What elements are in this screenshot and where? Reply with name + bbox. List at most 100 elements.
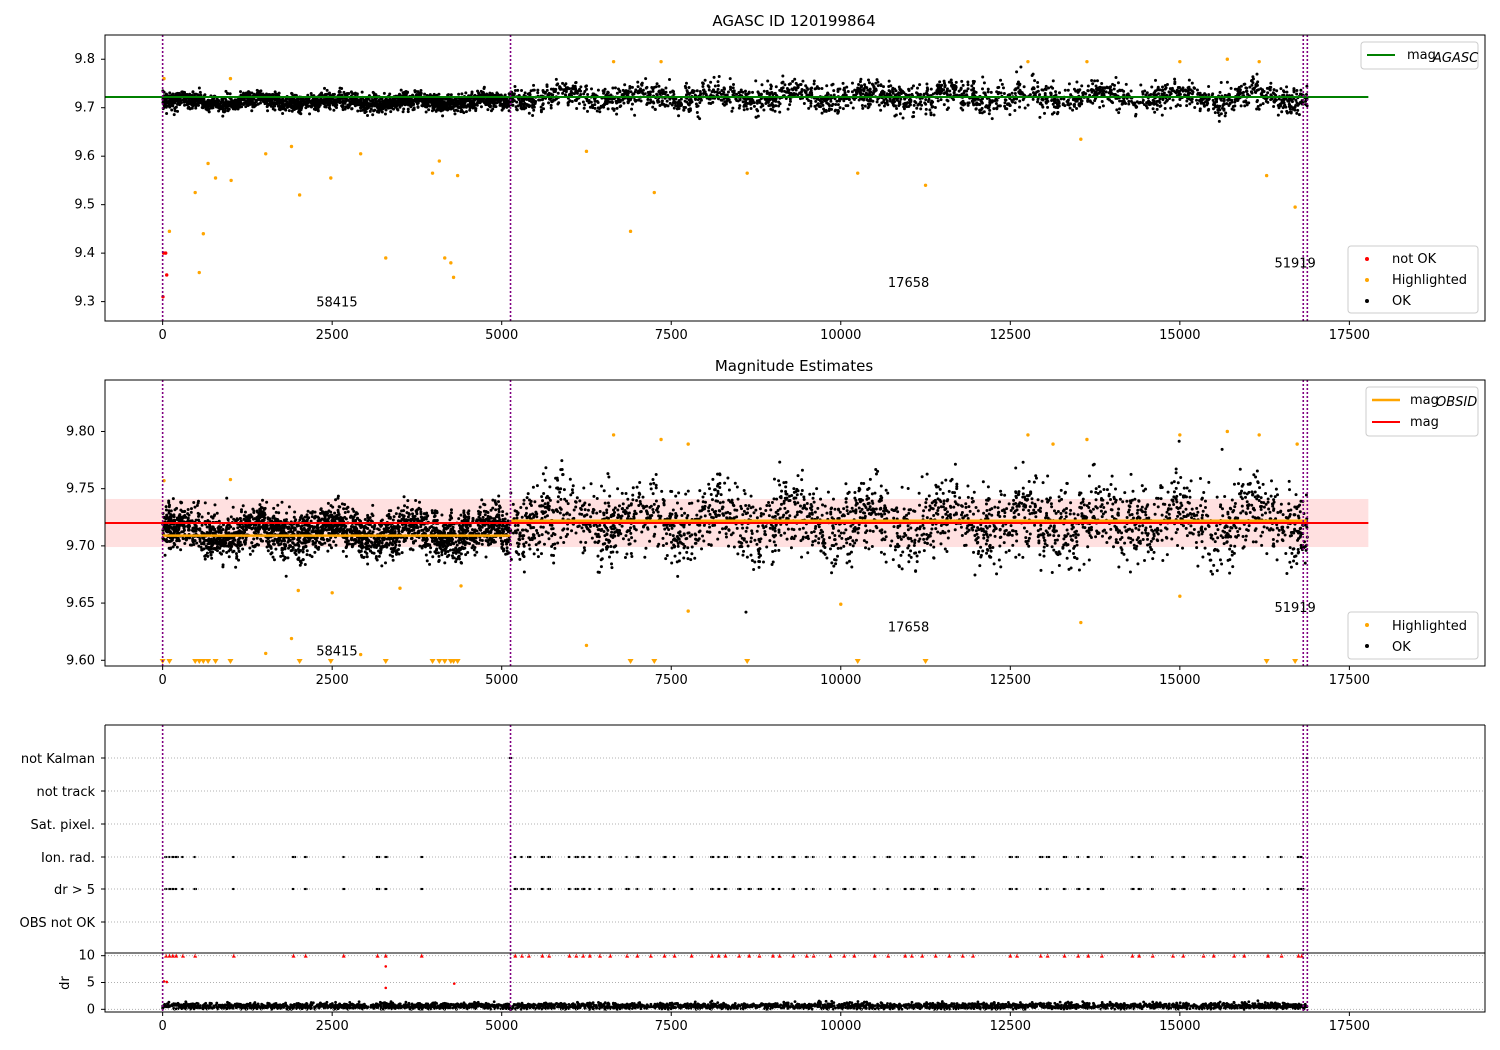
ok-point — [629, 98, 633, 102]
ok-point — [928, 108, 932, 112]
ok-point — [1015, 70, 1019, 74]
ok-point — [1255, 82, 1259, 86]
highlighted-point — [1085, 59, 1089, 64]
highlighted-point — [443, 256, 447, 260]
ok-point — [970, 84, 974, 88]
ok-point — [787, 82, 791, 86]
ok-point — [532, 83, 536, 87]
ok-point — [992, 99, 996, 103]
ok-point — [164, 97, 168, 101]
ok-point — [1224, 111, 1228, 115]
ok-point — [925, 89, 929, 93]
obsid-label: 17658 — [888, 276, 929, 291]
ok-point — [278, 104, 282, 108]
ok-point — [1280, 98, 1284, 102]
ok-point — [636, 80, 640, 84]
ok-point — [1293, 105, 1297, 109]
ok-point — [1161, 85, 1165, 89]
ok-point — [1084, 92, 1088, 96]
ok-point — [568, 87, 572, 91]
ok-point — [990, 117, 994, 121]
ok-point — [898, 88, 902, 92]
ok-point — [887, 85, 891, 89]
ok-point — [307, 98, 311, 102]
ok-point — [356, 103, 360, 107]
ok-point — [1167, 90, 1171, 94]
ok-point — [475, 103, 479, 107]
ok-point — [960, 79, 964, 83]
ok-point — [755, 101, 759, 105]
ok-point — [1237, 91, 1241, 95]
ok-point — [1126, 92, 1130, 96]
ok-point — [788, 103, 792, 107]
ok-point — [434, 109, 438, 113]
ok-point — [737, 91, 741, 95]
ok-point — [927, 97, 931, 101]
ok-point — [758, 101, 762, 105]
ok-point — [484, 100, 488, 104]
ok-point — [194, 102, 198, 106]
ok-point — [862, 87, 866, 91]
ok-point — [671, 90, 675, 94]
ok-point — [263, 100, 267, 104]
ok-point — [823, 99, 827, 103]
ok-point — [951, 87, 955, 91]
ok-point — [435, 100, 439, 104]
ok-point — [578, 87, 582, 91]
ok-point — [824, 109, 828, 113]
ok-point — [751, 99, 755, 103]
ok-point — [770, 103, 774, 107]
ok-point — [1289, 110, 1293, 114]
ok-point — [172, 113, 176, 117]
highlighted-point — [923, 183, 928, 187]
ok-point — [598, 110, 602, 114]
ok-point — [732, 82, 736, 86]
ok-point — [308, 112, 312, 116]
ok-point — [373, 103, 377, 107]
ok-point — [931, 105, 935, 109]
ok-point — [738, 104, 742, 108]
ok-point — [363, 110, 367, 114]
ok-point — [179, 548, 183, 552]
ok-point — [713, 84, 717, 88]
ok-point — [1170, 86, 1174, 90]
ok-point — [794, 92, 798, 96]
ok-point — [219, 106, 223, 110]
ok-point — [351, 92, 355, 96]
ok-point — [1026, 103, 1030, 107]
ok-point — [568, 99, 572, 103]
ok-point — [834, 108, 838, 112]
ok-point — [835, 99, 839, 103]
ok-point — [579, 85, 583, 89]
ok-point — [1038, 115, 1042, 119]
ok-point — [250, 91, 254, 95]
x-tick-label: 15000 — [1159, 328, 1200, 343]
ok-point — [1190, 81, 1194, 85]
ok-point — [271, 107, 275, 111]
ok-point — [505, 105, 509, 109]
ok-point — [845, 85, 849, 89]
ok-point — [672, 106, 676, 110]
ok-point — [868, 91, 872, 95]
ok-point — [1043, 111, 1047, 115]
ok-point — [378, 108, 382, 112]
ok-point — [974, 102, 978, 106]
ok-point — [1111, 92, 1115, 96]
highlighted-point — [297, 193, 302, 197]
ok-point — [1225, 80, 1229, 84]
ok-point — [319, 92, 323, 96]
ok-point — [590, 103, 594, 107]
ok-point — [687, 86, 691, 90]
ok-point — [698, 90, 702, 94]
ok-point — [783, 89, 787, 93]
ok-point — [389, 110, 393, 114]
ok-point — [774, 85, 778, 89]
ok-point — [726, 90, 730, 94]
ok-point — [1213, 111, 1217, 115]
ok-point — [382, 106, 386, 110]
ok-point — [924, 98, 928, 102]
ok-point — [807, 106, 811, 110]
ok-point — [176, 97, 180, 101]
highlighted-point — [264, 152, 268, 156]
ok-point — [206, 99, 210, 103]
